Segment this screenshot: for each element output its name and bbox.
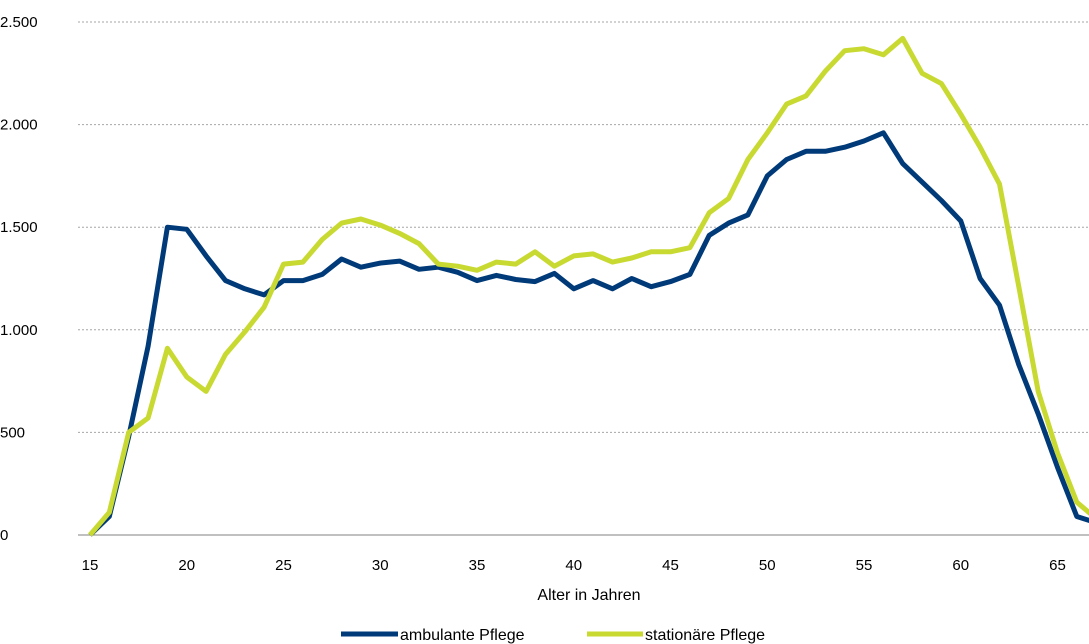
y-tick-label: 500	[0, 424, 25, 441]
x-tick-label: 55	[856, 557, 873, 574]
gridlines	[78, 21, 1089, 536]
y-tick-label: 2.000	[0, 117, 38, 134]
legend: ambulante Pflege stationäre Pflege	[341, 627, 765, 644]
x-tick-label: 40	[565, 557, 582, 574]
legend-label: stationäre Pflege	[645, 627, 765, 644]
x-tick-label: 50	[759, 557, 776, 574]
x-axis-ticks: 15 20 25 30 35 40 45 50 55 60 65	[82, 557, 1066, 574]
y-axis-ticks: 0 500 1.000 1.500 2.000 2.500	[0, 14, 38, 544]
series-line-2	[88, 35, 1089, 537]
x-axis-title: Alter in Jahren	[537, 587, 640, 604]
x-tick-label: 20	[178, 557, 195, 574]
x-tick-label: 35	[469, 557, 486, 574]
series-line-1	[88, 130, 1089, 537]
x-tick-label: 25	[275, 557, 292, 574]
legend-label: ambulante Pflege	[400, 627, 525, 644]
x-tick-label: 45	[662, 557, 679, 574]
x-tick-label: 65	[1049, 557, 1066, 574]
x-tick-label: 60	[952, 557, 969, 574]
x-tick-label: 15	[82, 557, 99, 574]
y-tick-label: 2.500	[0, 14, 38, 31]
y-tick-label: 1.500	[0, 219, 38, 236]
series-lines	[88, 35, 1089, 537]
x-tick-label: 30	[372, 557, 389, 574]
y-tick-label: 1.000	[0, 322, 38, 339]
y-tick-label: 0	[0, 527, 8, 544]
